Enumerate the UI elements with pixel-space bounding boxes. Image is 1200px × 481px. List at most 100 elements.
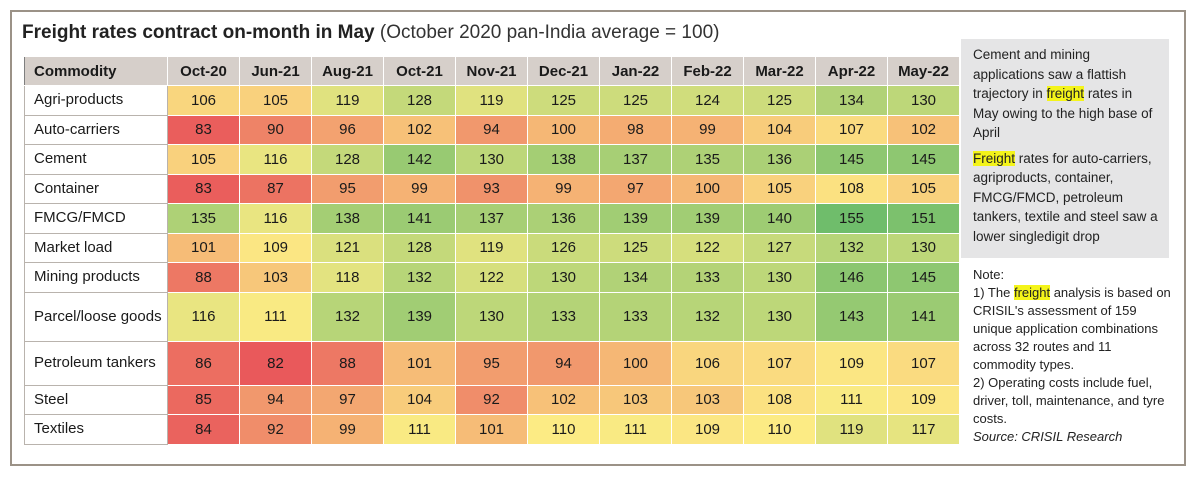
heatmap-cell: 102 xyxy=(383,114,456,145)
column-header: Mar-22 xyxy=(743,56,816,86)
heatmap-cell: 105 xyxy=(167,144,240,175)
column-header: Oct-20 xyxy=(167,56,240,86)
heatmap-cell: 107 xyxy=(887,340,960,386)
heatmap-cell: 134 xyxy=(599,262,672,293)
heatmap-cell: 101 xyxy=(167,232,240,263)
heatmap-cell: 151 xyxy=(887,203,960,234)
heatmap-row: FMCG/FMCD 135 116 138 141 137 136 139 139 140 155 1… xyxy=(24,203,960,234)
heatmap-cell: 155 xyxy=(815,203,888,234)
heatmap-cell: 99 xyxy=(383,173,456,204)
heatmap-cell: 93 xyxy=(455,173,528,204)
heatmap-cell: 119 xyxy=(311,85,384,116)
column-header: Jun-21 xyxy=(239,56,312,86)
heatmap-cell: 111 xyxy=(383,414,456,445)
heatmap-cell: 132 xyxy=(383,262,456,293)
heatmap-cell: 137 xyxy=(599,144,672,175)
heatmap-cell: 108 xyxy=(815,173,888,204)
heatmap-cell: 139 xyxy=(599,203,672,234)
heatmap-table: Commodity Oct-20 Jun-21 Aug-21 Oct-21 Nov-21… xyxy=(24,56,960,445)
note-source: Source: CRISIL Research xyxy=(973,429,1123,444)
text-run: 1) The xyxy=(973,285,1014,300)
heatmap-row: Steel 85 94 97 104 92 102 103 103 108 111 109 xyxy=(24,384,960,415)
column-header: May-22 xyxy=(887,56,960,86)
text-run: rates in May owing to the high base of A… xyxy=(973,86,1153,140)
column-header: Oct-21 xyxy=(383,56,456,86)
column-header: Nov-21 xyxy=(455,56,528,86)
heatmap-cell: 111 xyxy=(815,384,888,415)
heatmap-cell: 94 xyxy=(455,114,528,145)
highlighted-text: freight xyxy=(1046,86,1085,101)
heatmap-cell: 146 xyxy=(815,262,888,293)
heatmap-cell: 145 xyxy=(815,144,888,175)
row-label: Agri-products xyxy=(24,85,168,116)
heatmap-cell: 128 xyxy=(311,144,384,175)
heatmap-cell: 105 xyxy=(743,173,816,204)
heatmap-cell: 88 xyxy=(167,262,240,293)
heatmap-cell: 139 xyxy=(671,203,744,234)
heatmap-row: Auto-carriers 83 90 96 102 94 100 98 99 104 107 102 xyxy=(24,114,960,145)
heatmap-cell: 105 xyxy=(239,85,312,116)
heatmap-cell: 128 xyxy=(383,232,456,263)
heatmap-cell: 130 xyxy=(887,85,960,116)
heatmap-cell: 103 xyxy=(599,384,672,415)
row-label: Textiles xyxy=(24,414,168,445)
heatmap-cell: 145 xyxy=(887,262,960,293)
heatmap-cell: 143 xyxy=(815,291,888,342)
heatmap-cell: 105 xyxy=(887,173,960,204)
heatmap-cell: 82 xyxy=(239,340,312,386)
text-run: rates for auto-carriers, agriproducts, c… xyxy=(973,150,1158,244)
heatmap-cell: 87 xyxy=(239,173,312,204)
heatmap-cell: 111 xyxy=(239,291,312,342)
text-run: Cement and mining applications saw a fla… xyxy=(973,47,1127,101)
heatmap-cell: 90 xyxy=(239,114,312,145)
heatmap-row: Market load 101 109 121 128 119 126 125 122 127 13… xyxy=(24,232,960,263)
heatmap-cell: 134 xyxy=(815,85,888,116)
heatmap-cell: 92 xyxy=(455,384,528,415)
heatmap-cell: 108 xyxy=(743,384,816,415)
column-header: Dec-21 xyxy=(527,56,600,86)
heatmap-cell: 109 xyxy=(815,340,888,386)
heatmap-cell: 106 xyxy=(671,340,744,386)
heatmap-cell: 96 xyxy=(311,114,384,145)
heatmap-cell: 130 xyxy=(743,291,816,342)
heatmap-cell: 110 xyxy=(527,414,600,445)
heatmap-cell: 99 xyxy=(527,173,600,204)
heatmap-cell: 125 xyxy=(743,85,816,116)
heatmap-row: Parcel/loose goods 116 111 132 139 130 133 133 1… xyxy=(24,291,960,342)
heatmap-cell: 141 xyxy=(383,203,456,234)
heatmap-header: Commodity Oct-20 Jun-21 Aug-21 Oct-21 Nov-21… xyxy=(24,56,960,86)
column-header: Jan-22 xyxy=(599,56,672,86)
heatmap-cell: 110 xyxy=(743,414,816,445)
row-label: Steel xyxy=(24,384,168,415)
heatmap-cell: 102 xyxy=(887,114,960,145)
heatmap-cell: 128 xyxy=(383,85,456,116)
heatmap-cell: 97 xyxy=(311,384,384,415)
heatmap-cell: 136 xyxy=(743,144,816,175)
row-label: Auto-carriers xyxy=(24,114,168,145)
heatmap-cell: 122 xyxy=(671,232,744,263)
heatmap-cell: 95 xyxy=(311,173,384,204)
row-label: Cement xyxy=(24,144,168,175)
heatmap-cell: 140 xyxy=(743,203,816,234)
commentary-box: Cement and mining applications saw a fla… xyxy=(961,39,1169,258)
heatmap-cell: 127 xyxy=(743,232,816,263)
heatmap-cell: 107 xyxy=(815,114,888,145)
heatmap-cell: 100 xyxy=(599,340,672,386)
row-label: Mining products xyxy=(24,262,168,293)
heatmap-cell: 116 xyxy=(167,291,240,342)
heatmap-cell: 107 xyxy=(743,340,816,386)
heatmap-cell: 109 xyxy=(887,384,960,415)
note-heading: Note: xyxy=(973,267,1005,282)
commentary-paragraph-1: Cement and mining applications saw a fla… xyxy=(973,45,1161,143)
heatmap-cell: 86 xyxy=(167,340,240,386)
note-item-2: 2) Operating costs include fuel, driver,… xyxy=(973,375,1165,426)
heatmap-cell: 99 xyxy=(671,114,744,145)
heatmap-row: Agri-products 106 105 119 128 119 125 125 124 125… xyxy=(24,85,960,116)
heatmap-cell: 139 xyxy=(383,291,456,342)
heatmap-cell: 132 xyxy=(815,232,888,263)
heatmap-cell: 130 xyxy=(527,262,600,293)
heatmap-row: Container 83 87 95 99 93 99 97 100 105 108 105 xyxy=(24,173,960,204)
chart-title-main: Freight rates contract on-month in May xyxy=(22,22,375,43)
heatmap-cell: 97 xyxy=(599,173,672,204)
heatmap-cell: 132 xyxy=(311,291,384,342)
